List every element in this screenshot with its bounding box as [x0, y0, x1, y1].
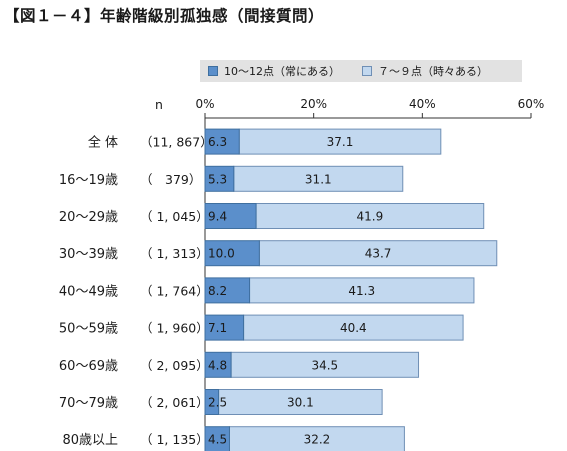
legend-swatch-series-1	[208, 66, 218, 76]
bar-series-1	[204, 203, 257, 229]
n-column-header: n	[155, 97, 163, 112]
category-label: 16～19歳	[59, 173, 118, 188]
bar-series-1	[204, 351, 232, 378]
n-value: （11, 867）	[140, 135, 213, 150]
data-label-series-1: 4.8	[208, 358, 227, 372]
data-label-series-1: 9.4	[208, 210, 227, 224]
category-label: 30～39歳	[59, 247, 118, 262]
bar-series-1	[204, 240, 260, 267]
n-value: （ 1, 960）	[140, 321, 209, 336]
n-value: （ 2, 061）	[140, 395, 209, 410]
n-value: （ 1, 764）	[140, 283, 209, 298]
legend: 10～12点（常にある） ７～９点（時々ある）	[200, 60, 522, 82]
category-label: 50～59歳	[59, 322, 118, 337]
bar-series-2	[233, 165, 404, 192]
data-label-series-1: 7.1	[208, 321, 227, 335]
bar-series-1	[204, 128, 240, 155]
data-label-series-2: 41.9	[357, 210, 384, 224]
data-label-series-1: 10.0	[208, 247, 235, 261]
n-value: （ 1, 135）	[140, 432, 209, 447]
data-label-series-2: 31.1	[305, 172, 332, 186]
data-label-series-1: 6.3	[208, 135, 227, 149]
category-label: 20～29歳	[59, 210, 118, 225]
data-label-series-2: 30.1	[287, 396, 314, 410]
x-tick-label: 0%	[195, 97, 214, 111]
data-label-series-2: 43.7	[365, 247, 392, 261]
legend-item-series-1: 10～12点（常にある）	[208, 63, 340, 79]
bar-series-2	[258, 240, 498, 267]
data-label-series-1: 5.3	[208, 172, 227, 186]
bar-series-2	[255, 203, 485, 229]
legend-item-series-2: ７～９点（時々ある）	[362, 63, 488, 79]
bar-series-2	[230, 351, 420, 378]
bar-series-1	[204, 277, 251, 304]
legend-label-series-2: ７～９点（時々ある）	[378, 65, 488, 78]
x-tick-label: 40%	[409, 97, 436, 111]
n-value: （ 1, 313）	[140, 246, 209, 261]
category-label: 全 体	[88, 135, 118, 151]
data-label-series-1: 2.5	[208, 396, 227, 410]
legend-label-series-1: 10～12点（常にある）	[224, 65, 340, 78]
bar-series-1	[204, 314, 245, 341]
bar-series-2	[238, 128, 442, 155]
data-label-series-1: 4.5	[208, 433, 227, 447]
data-label-series-2: 32.2	[304, 433, 331, 447]
category-label: 80歳以上	[62, 433, 118, 448]
bar-series-2	[249, 277, 475, 304]
figure-title: 【図１－４】年齢階級別孤独感（間接質問）	[4, 7, 325, 25]
legend-swatch-series-2	[362, 66, 372, 76]
data-label-series-2: 37.1	[327, 135, 354, 149]
bar-series-1	[204, 426, 230, 451]
category-label: 70～79歳	[59, 396, 118, 411]
n-value: （ 2, 095）	[140, 358, 209, 373]
n-value: （ 379）	[140, 172, 201, 187]
data-label-series-2: 34.5	[311, 358, 338, 372]
n-value: （ 1, 045）	[140, 209, 209, 224]
bar-series-1	[204, 165, 235, 192]
x-tick-label: 60%	[518, 97, 545, 111]
data-label-series-2: 40.4	[340, 321, 367, 335]
category-label: 60～69歳	[59, 359, 118, 374]
bar-series-2	[243, 314, 464, 341]
data-label-series-1: 8.2	[208, 284, 227, 298]
bar-series-1	[204, 389, 220, 415]
x-tick-label: 20%	[300, 97, 327, 111]
category-label: 40～49歳	[59, 284, 118, 299]
data-label-series-2: 41.3	[348, 284, 375, 298]
bar-series-2	[218, 389, 383, 415]
